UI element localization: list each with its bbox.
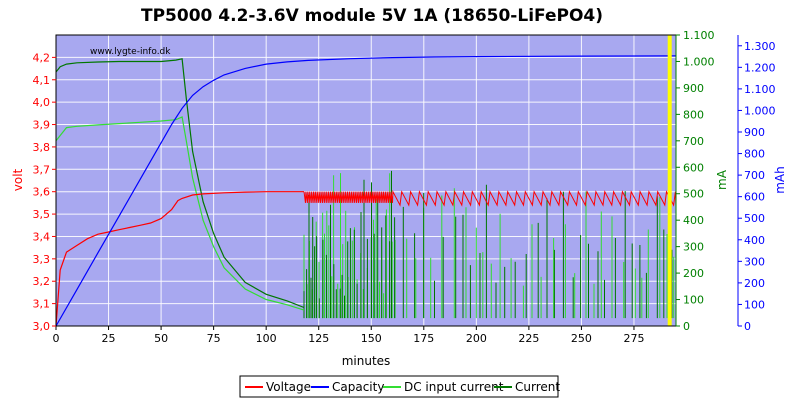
voltage-oscillation bbox=[303, 189, 677, 207]
watermark: www.lygte-info.dk bbox=[90, 47, 171, 57]
x-tick-label: 75 bbox=[207, 332, 221, 345]
y-mid-tick-label: 400 bbox=[683, 214, 704, 227]
x-tick-label: 150 bbox=[361, 332, 382, 345]
y-left-tick-label: 3,2 bbox=[33, 275, 51, 288]
y-left-tick-label: 3,9 bbox=[33, 119, 51, 132]
x-tick-label: 275 bbox=[623, 332, 644, 345]
y-right-tick-label: 300 bbox=[744, 255, 765, 268]
y-right-tick-label: 1.200 bbox=[744, 61, 776, 74]
y-right-tick-label: 0 bbox=[744, 320, 751, 333]
plot-area bbox=[55, 34, 677, 327]
y-mid-tick-label: 0 bbox=[683, 320, 690, 333]
dc-input-current-line bbox=[55, 116, 305, 311]
y-right-tick-label: 1.000 bbox=[744, 104, 776, 117]
y-left-tick-label: 3,8 bbox=[33, 141, 51, 154]
y-right-label: mAh bbox=[773, 166, 787, 194]
legend-dc-input-current: DC input current bbox=[404, 380, 504, 394]
y-left-tick-label: 4,2 bbox=[33, 51, 51, 64]
capacity-line bbox=[55, 55, 677, 327]
y-left-tick-label: 3,5 bbox=[33, 208, 51, 221]
y-right-tick-label: 800 bbox=[744, 148, 765, 161]
x-tick-label: 125 bbox=[308, 332, 329, 345]
y-mid-tick-label: 1.100 bbox=[683, 29, 715, 42]
y-right-tick-label: 1.100 bbox=[744, 83, 776, 96]
y-mid-tick-label: 900 bbox=[683, 82, 704, 95]
x-tick-label: 100 bbox=[256, 332, 277, 345]
end-marker bbox=[667, 35, 672, 326]
y-right-tick-label: 600 bbox=[744, 191, 765, 204]
y-left-tick-label: 3,7 bbox=[33, 163, 51, 176]
y-mid-tick-label: 200 bbox=[683, 267, 704, 280]
y-right-tick-label: 900 bbox=[744, 126, 765, 139]
current-line bbox=[55, 58, 305, 309]
y-right-tick-label: 200 bbox=[744, 277, 765, 290]
legend-capacity: Capacity bbox=[332, 380, 384, 394]
x-tick-label: 250 bbox=[571, 332, 592, 345]
y-right-tick-label: 700 bbox=[744, 169, 765, 182]
x-tick-label: 0 bbox=[53, 332, 60, 345]
y-right-tick-label: 1.300 bbox=[744, 40, 776, 53]
y-right-tick-label: 500 bbox=[744, 212, 765, 225]
y-mid-label: mA bbox=[715, 169, 729, 190]
y-left-tick-label: 4,0 bbox=[33, 96, 51, 109]
y-mid-tick-label: 600 bbox=[683, 161, 704, 174]
y-right-tick-label: 100 bbox=[744, 298, 765, 311]
y-left-tick-label: 4,1 bbox=[33, 74, 51, 87]
legend: Voltage Capacity DC input current Curren… bbox=[239, 375, 560, 398]
chart-title: TP5000 4.2-3.6V module 5V 1A (18650-LiFe… bbox=[141, 6, 603, 26]
legend-current: Current bbox=[515, 380, 560, 394]
y-mid-tick-label: 800 bbox=[683, 108, 704, 121]
y-mid-tick-label: 500 bbox=[683, 188, 704, 201]
y-left-tick-label: 3,4 bbox=[33, 230, 51, 243]
x-tick-label: 25 bbox=[102, 332, 116, 345]
voltage-line bbox=[55, 191, 304, 327]
y-mid-tick-label: 100 bbox=[683, 294, 704, 307]
y-left-tick-label: 3,0 bbox=[33, 320, 51, 333]
y-mid-tick-label: 1.000 bbox=[683, 55, 715, 68]
y-mid-tick-label: 300 bbox=[683, 241, 704, 254]
y-mid-tick-label: 700 bbox=[683, 135, 704, 148]
current-spikes bbox=[303, 170, 673, 319]
x-tick-label: 50 bbox=[154, 332, 168, 345]
y-left-tick-label: 3,3 bbox=[33, 253, 51, 266]
grid bbox=[56, 35, 676, 326]
y-left-label: volt bbox=[11, 168, 25, 191]
y-left-tick-label: 3,6 bbox=[33, 186, 51, 199]
x-axis-label: minutes bbox=[342, 354, 391, 368]
y-right-tick-label: 400 bbox=[744, 234, 765, 247]
x-tick-label: 225 bbox=[518, 332, 539, 345]
ticks-layer: 0 25 50 75 100 125 150 175 200 225 250 275 3,0 3,1 3,2… bbox=[33, 29, 776, 345]
x-tick-label: 200 bbox=[466, 332, 487, 345]
y-left-tick-label: 3,1 bbox=[33, 298, 51, 311]
x-tick-label: 175 bbox=[413, 332, 434, 345]
legend-voltage: Voltage bbox=[266, 380, 311, 394]
